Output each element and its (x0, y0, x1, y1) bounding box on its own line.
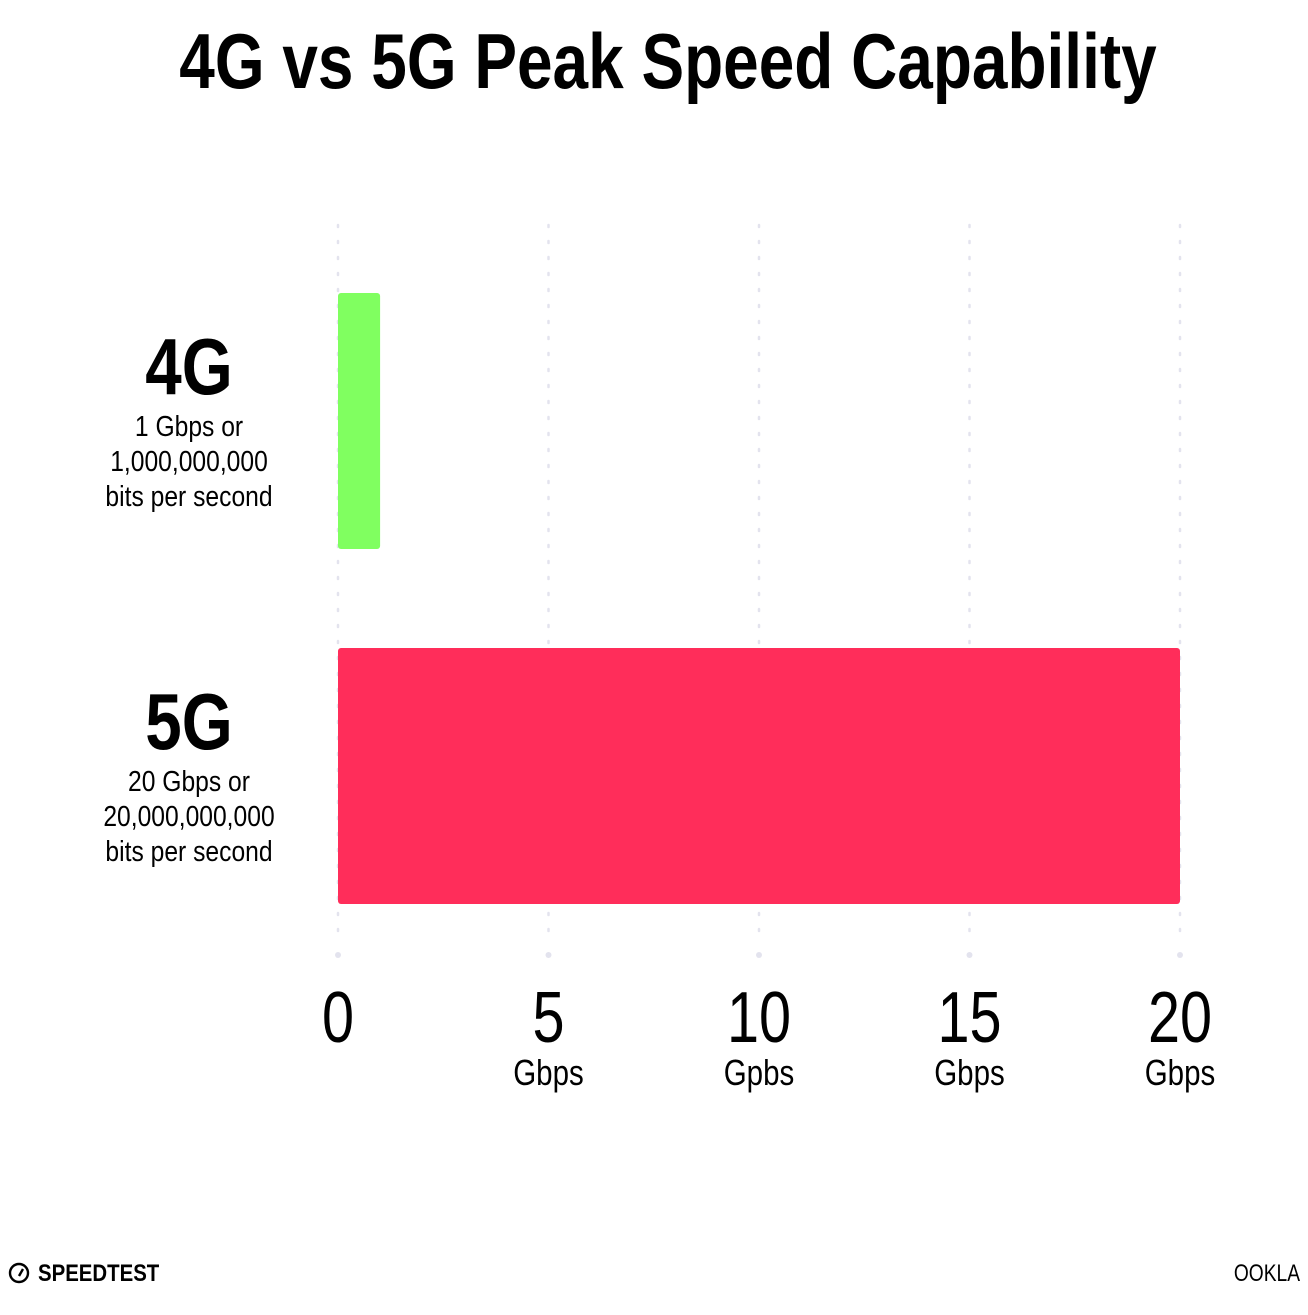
x-tick-unit: Gbps (513, 1052, 584, 1092)
x-tick-label: 5 (532, 977, 564, 1058)
tick-dot (545, 952, 552, 958)
tick-dot (966, 952, 973, 958)
x-tick-label: 20 (1148, 977, 1212, 1058)
ookla-logo: OOKLA (1234, 1259, 1301, 1287)
gauge-icon (8, 1262, 30, 1284)
category-description: 20 Gbps or (128, 765, 250, 797)
bar-4g (338, 293, 381, 549)
category-label: 4G (145, 322, 233, 412)
x-tick-label: 10 (727, 977, 791, 1058)
category-description: bits per second (105, 480, 272, 512)
x-tick-unit: Gpbs (724, 1052, 795, 1092)
category-description: 1,000,000,000 (110, 445, 268, 477)
ookla-logo-text: OOKLA (1234, 1259, 1301, 1287)
category-description: 1 Gbps or (135, 410, 243, 442)
bar-5g (338, 648, 1180, 904)
tick-dot (1177, 952, 1183, 958)
x-tick-unit: Gbps (934, 1052, 1005, 1092)
bars (338, 293, 1180, 904)
x-tick-label: 0 (322, 977, 354, 1058)
speedtest-logo: SPEEDTEST (8, 1259, 160, 1286)
x-tick-label: 15 (937, 977, 1001, 1058)
tick-dot (756, 952, 762, 958)
tick-dot (335, 952, 341, 958)
speedtest-logo-text: SPEEDTEST (38, 1259, 160, 1286)
x-tick-unit: Gbps (1145, 1052, 1216, 1092)
category-label: 5G (145, 677, 233, 767)
grid (335, 223, 1183, 958)
chart-title: 4G vs 5G Peak Speed Capability (179, 18, 1157, 105)
category-description: bits per second (105, 835, 272, 867)
category-description: 20,000,000,000 (103, 800, 274, 832)
